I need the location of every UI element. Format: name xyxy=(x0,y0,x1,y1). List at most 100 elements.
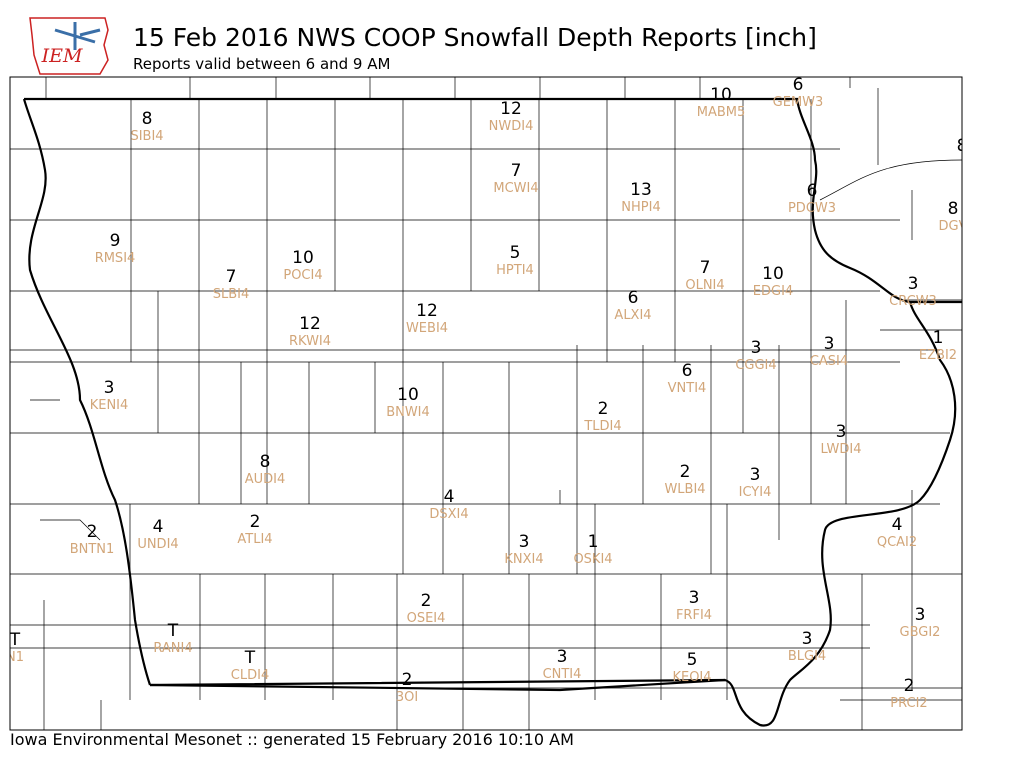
station-value: 4 xyxy=(153,517,164,537)
station-value: 2 xyxy=(87,522,98,542)
station-id: KEOI4 xyxy=(672,670,711,685)
station-id: KENI4 xyxy=(90,398,129,413)
station-id: BNTN1 xyxy=(70,542,115,557)
station-id: WEBI4 xyxy=(406,321,448,336)
station-value: T xyxy=(167,621,179,641)
station-value: 5 xyxy=(510,243,521,263)
station-value: 10 xyxy=(762,264,784,284)
station-value: 7 xyxy=(511,161,522,181)
station-id: POCI4 xyxy=(283,268,322,283)
station-value: 3 xyxy=(802,629,813,649)
station-value: 7 xyxy=(700,258,711,278)
station-value: 6 xyxy=(682,361,693,381)
station-value: 9 xyxy=(110,231,121,251)
station-id: KNXI4 xyxy=(504,552,543,567)
station-value: 13 xyxy=(630,180,652,200)
station-value: 3 xyxy=(836,422,847,442)
county-lines xyxy=(10,77,962,730)
title: 15 Feb 2016 NWS COOP Snowfall Depth Repo… xyxy=(133,23,817,52)
station-value: 12 xyxy=(299,314,321,334)
station-id: BNWI4 xyxy=(386,405,430,420)
station-id: DSXI4 xyxy=(429,507,468,522)
station-id: MCWI4 xyxy=(493,181,538,196)
station-value: 6 xyxy=(628,288,639,308)
station-value: 6 xyxy=(793,75,804,95)
station-value: 2 xyxy=(250,512,261,532)
station-id: AUDI4 xyxy=(245,472,286,487)
station-id: EZBI2 xyxy=(919,348,957,363)
station-id: TLDI4 xyxy=(583,419,621,434)
station-id: OSEI4 xyxy=(407,611,446,626)
station-value: 10 xyxy=(397,385,419,405)
station-id: GEMW3 xyxy=(773,95,824,110)
station-value: T xyxy=(9,630,21,650)
map-frame xyxy=(9,76,963,731)
station-value: 8 xyxy=(142,109,153,129)
station-id: LWDI4 xyxy=(820,442,861,457)
station-value: 3 xyxy=(689,588,700,608)
station-value: 12 xyxy=(416,301,438,321)
station-id: RKWI4 xyxy=(289,334,331,349)
station-value: 2 xyxy=(598,399,609,419)
station-id: CLDI4 xyxy=(231,668,269,683)
station-value: 3 xyxy=(104,378,115,398)
station-id: ALXI4 xyxy=(614,308,651,323)
station-value: 2 xyxy=(421,591,432,611)
station-id: OSKI4 xyxy=(573,552,612,567)
station-value: 3 xyxy=(908,274,919,294)
station-id: FRFI4 xyxy=(676,608,712,623)
station-value: 5 xyxy=(687,650,698,670)
footer: Iowa Environmental Mesonet :: generated … xyxy=(10,730,574,749)
station-value: T xyxy=(244,648,256,668)
station-id: RMSI4 xyxy=(95,251,136,266)
station-id: CNTI4 xyxy=(543,667,582,682)
station-id: PRCI2 xyxy=(890,696,927,711)
station-id: VNTI4 xyxy=(668,381,707,396)
station-id: UNDI4 xyxy=(137,537,178,552)
station-id: QCAI2 xyxy=(877,535,917,550)
logo-text: IEM xyxy=(41,45,83,67)
station-id: NWDI4 xyxy=(489,119,534,134)
station-id: EDGI4 xyxy=(753,284,793,299)
station-id: WLBI4 xyxy=(664,482,705,497)
station-value: 8 xyxy=(948,199,959,219)
station-id: CGGI4 xyxy=(735,358,776,373)
station-value: 2 xyxy=(680,462,691,482)
subtitle: Reports valid between 6 and 9 AM xyxy=(133,55,390,73)
station-value: 3 xyxy=(751,338,762,358)
station-id: RANI4 xyxy=(153,641,192,656)
station-value: 1 xyxy=(933,328,944,348)
station-value: 1 xyxy=(588,532,599,552)
station-value: 7 xyxy=(226,267,237,287)
station-value: 4 xyxy=(444,487,455,507)
station-value: 10 xyxy=(292,248,314,268)
station-id: SIBI4 xyxy=(130,129,163,144)
station-id: CASI4 xyxy=(810,354,848,369)
station-id: ATLI4 xyxy=(237,532,272,547)
station-value: 3 xyxy=(824,334,835,354)
station-id: N1 xyxy=(6,650,24,665)
station-id: DGV xyxy=(939,219,968,234)
station-value: 3 xyxy=(915,605,926,625)
station-value: 3 xyxy=(750,465,761,485)
station-id: 3OI xyxy=(396,690,418,705)
station-id: OLNI4 xyxy=(685,278,724,293)
station-id: BLGI4 xyxy=(788,649,826,664)
station-id: GBGI2 xyxy=(900,625,941,640)
station-id: HPTI4 xyxy=(496,263,534,278)
station-id: NHPI4 xyxy=(621,200,660,215)
station-value: 3 xyxy=(519,532,530,552)
station-id: PDCW3 xyxy=(788,201,836,216)
station-value: 3 xyxy=(557,647,568,667)
station-id: MABM5 xyxy=(697,105,746,120)
station-id: ICYI4 xyxy=(739,485,772,500)
station-value: 2 xyxy=(402,670,413,690)
station-value: 8 xyxy=(260,452,271,472)
station-value: 8 xyxy=(957,136,968,156)
station-value: 4 xyxy=(892,515,903,535)
station-id: SLBI4 xyxy=(213,287,250,302)
station-value: 12 xyxy=(500,99,522,119)
